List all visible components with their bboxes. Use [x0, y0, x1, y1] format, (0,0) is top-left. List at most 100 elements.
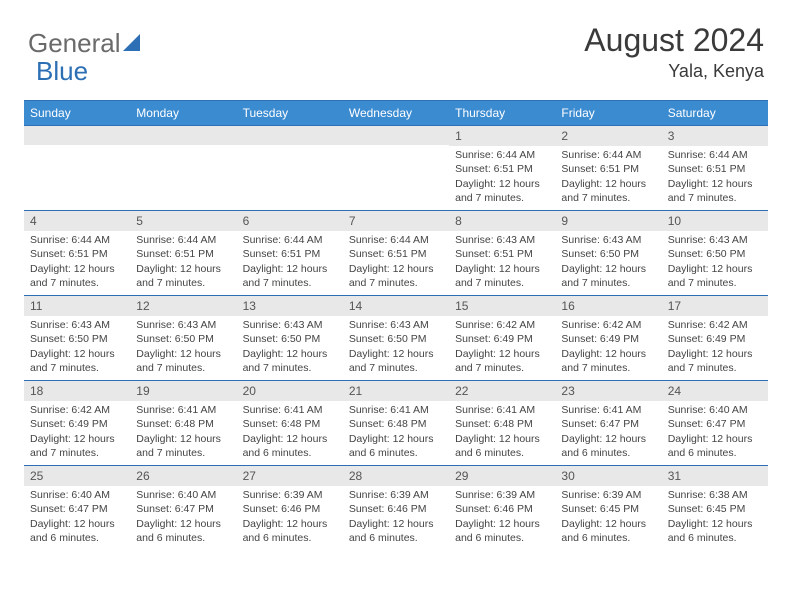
day-number	[130, 126, 236, 145]
daylight-line: Daylight: 12 hours and 7 minutes.	[30, 432, 124, 460]
brand-logo: General	[28, 22, 145, 59]
daylight-line: Daylight: 12 hours and 7 minutes.	[30, 262, 124, 290]
day-number: 31	[662, 466, 768, 486]
day-number: 30	[555, 466, 661, 486]
daylight-line: Daylight: 12 hours and 7 minutes.	[243, 347, 337, 375]
weekday-header: Friday	[555, 101, 661, 125]
daylight-line: Daylight: 12 hours and 7 minutes.	[30, 347, 124, 375]
day-details: Sunrise: 6:44 AMSunset: 6:51 PMDaylight:…	[555, 146, 661, 209]
sunrise-line: Sunrise: 6:43 AM	[30, 318, 124, 332]
day-number: 11	[24, 296, 130, 316]
sunset-line: Sunset: 6:50 PM	[668, 247, 762, 261]
day-cell: 13Sunrise: 6:43 AMSunset: 6:50 PMDayligh…	[237, 296, 343, 380]
day-number: 1	[449, 126, 555, 146]
sunrise-line: Sunrise: 6:44 AM	[561, 148, 655, 162]
sunset-line: Sunset: 6:48 PM	[349, 417, 443, 431]
sunset-line: Sunset: 6:48 PM	[455, 417, 549, 431]
sunset-line: Sunset: 6:48 PM	[136, 417, 230, 431]
day-details: Sunrise: 6:41 AMSunset: 6:48 PMDaylight:…	[237, 401, 343, 464]
day-number: 4	[24, 211, 130, 231]
day-number: 17	[662, 296, 768, 316]
daylight-line: Daylight: 12 hours and 7 minutes.	[561, 177, 655, 205]
sunrise-line: Sunrise: 6:44 AM	[136, 233, 230, 247]
daylight-line: Daylight: 12 hours and 7 minutes.	[136, 262, 230, 290]
day-number: 7	[343, 211, 449, 231]
brand-word1: General	[28, 28, 121, 59]
day-number: 27	[237, 466, 343, 486]
sunrise-line: Sunrise: 6:43 AM	[136, 318, 230, 332]
day-details: Sunrise: 6:39 AMSunset: 6:45 PMDaylight:…	[555, 486, 661, 549]
day-number	[24, 126, 130, 145]
sunrise-line: Sunrise: 6:43 AM	[349, 318, 443, 332]
day-number: 13	[237, 296, 343, 316]
page-header: General August 2024 Yala, Kenya	[0, 0, 792, 90]
day-details: Sunrise: 6:44 AMSunset: 6:51 PMDaylight:…	[662, 146, 768, 209]
daylight-line: Daylight: 12 hours and 6 minutes.	[561, 517, 655, 545]
sunrise-line: Sunrise: 6:42 AM	[561, 318, 655, 332]
calendar: SundayMondayTuesdayWednesdayThursdayFrid…	[24, 100, 768, 550]
day-cell	[130, 126, 236, 210]
day-number: 23	[555, 381, 661, 401]
day-number: 16	[555, 296, 661, 316]
sunset-line: Sunset: 6:51 PM	[668, 162, 762, 176]
day-cell: 16Sunrise: 6:42 AMSunset: 6:49 PMDayligh…	[555, 296, 661, 380]
sunrise-line: Sunrise: 6:39 AM	[349, 488, 443, 502]
day-details: Sunrise: 6:41 AMSunset: 6:48 PMDaylight:…	[449, 401, 555, 464]
day-details: Sunrise: 6:44 AMSunset: 6:51 PMDaylight:…	[237, 231, 343, 294]
day-details: Sunrise: 6:40 AMSunset: 6:47 PMDaylight:…	[662, 401, 768, 464]
sunrise-line: Sunrise: 6:39 AM	[455, 488, 549, 502]
day-details: Sunrise: 6:43 AMSunset: 6:50 PMDaylight:…	[555, 231, 661, 294]
day-number: 12	[130, 296, 236, 316]
day-cell	[24, 126, 130, 210]
week-row: 4Sunrise: 6:44 AMSunset: 6:51 PMDaylight…	[24, 210, 768, 295]
daylight-line: Daylight: 12 hours and 7 minutes.	[455, 177, 549, 205]
day-details: Sunrise: 6:38 AMSunset: 6:45 PMDaylight:…	[662, 486, 768, 549]
day-cell: 28Sunrise: 6:39 AMSunset: 6:46 PMDayligh…	[343, 466, 449, 550]
day-cell: 1Sunrise: 6:44 AMSunset: 6:51 PMDaylight…	[449, 126, 555, 210]
day-number: 18	[24, 381, 130, 401]
day-details: Sunrise: 6:43 AMSunset: 6:50 PMDaylight:…	[130, 316, 236, 379]
sunrise-line: Sunrise: 6:41 AM	[136, 403, 230, 417]
sunrise-line: Sunrise: 6:40 AM	[136, 488, 230, 502]
daylight-line: Daylight: 12 hours and 7 minutes.	[455, 262, 549, 290]
sunset-line: Sunset: 6:51 PM	[243, 247, 337, 261]
sunset-line: Sunset: 6:45 PM	[668, 502, 762, 516]
sunrise-line: Sunrise: 6:42 AM	[455, 318, 549, 332]
week-row: 1Sunrise: 6:44 AMSunset: 6:51 PMDaylight…	[24, 125, 768, 210]
day-number: 21	[343, 381, 449, 401]
sunrise-line: Sunrise: 6:42 AM	[668, 318, 762, 332]
day-details: Sunrise: 6:42 AMSunset: 6:49 PMDaylight:…	[662, 316, 768, 379]
sunrise-line: Sunrise: 6:40 AM	[30, 488, 124, 502]
sunrise-line: Sunrise: 6:41 AM	[561, 403, 655, 417]
sunrise-line: Sunrise: 6:44 AM	[455, 148, 549, 162]
sunset-line: Sunset: 6:50 PM	[561, 247, 655, 261]
sunset-line: Sunset: 6:45 PM	[561, 502, 655, 516]
day-number: 6	[237, 211, 343, 231]
sunrise-line: Sunrise: 6:44 AM	[668, 148, 762, 162]
day-number: 15	[449, 296, 555, 316]
sunset-line: Sunset: 6:51 PM	[455, 247, 549, 261]
sunrise-line: Sunrise: 6:41 AM	[349, 403, 443, 417]
day-details: Sunrise: 6:42 AMSunset: 6:49 PMDaylight:…	[555, 316, 661, 379]
day-cell: 18Sunrise: 6:42 AMSunset: 6:49 PMDayligh…	[24, 381, 130, 465]
week-row: 25Sunrise: 6:40 AMSunset: 6:47 PMDayligh…	[24, 465, 768, 550]
day-details: Sunrise: 6:44 AMSunset: 6:51 PMDaylight:…	[449, 146, 555, 209]
day-number: 10	[662, 211, 768, 231]
sunrise-line: Sunrise: 6:41 AM	[455, 403, 549, 417]
sunrise-line: Sunrise: 6:38 AM	[668, 488, 762, 502]
day-cell: 9Sunrise: 6:43 AMSunset: 6:50 PMDaylight…	[555, 211, 661, 295]
day-details: Sunrise: 6:41 AMSunset: 6:48 PMDaylight:…	[343, 401, 449, 464]
day-cell: 26Sunrise: 6:40 AMSunset: 6:47 PMDayligh…	[130, 466, 236, 550]
weekday-header: Tuesday	[237, 101, 343, 125]
day-number: 5	[130, 211, 236, 231]
day-number: 8	[449, 211, 555, 231]
brand-logo-icon	[121, 28, 145, 59]
day-details: Sunrise: 6:43 AMSunset: 6:50 PMDaylight:…	[662, 231, 768, 294]
daylight-line: Daylight: 12 hours and 7 minutes.	[136, 432, 230, 460]
week-row: 18Sunrise: 6:42 AMSunset: 6:49 PMDayligh…	[24, 380, 768, 465]
day-details: Sunrise: 6:40 AMSunset: 6:47 PMDaylight:…	[24, 486, 130, 549]
day-cell: 23Sunrise: 6:41 AMSunset: 6:47 PMDayligh…	[555, 381, 661, 465]
daylight-line: Daylight: 12 hours and 6 minutes.	[349, 432, 443, 460]
day-number: 20	[237, 381, 343, 401]
location-label: Yala, Kenya	[584, 61, 764, 82]
